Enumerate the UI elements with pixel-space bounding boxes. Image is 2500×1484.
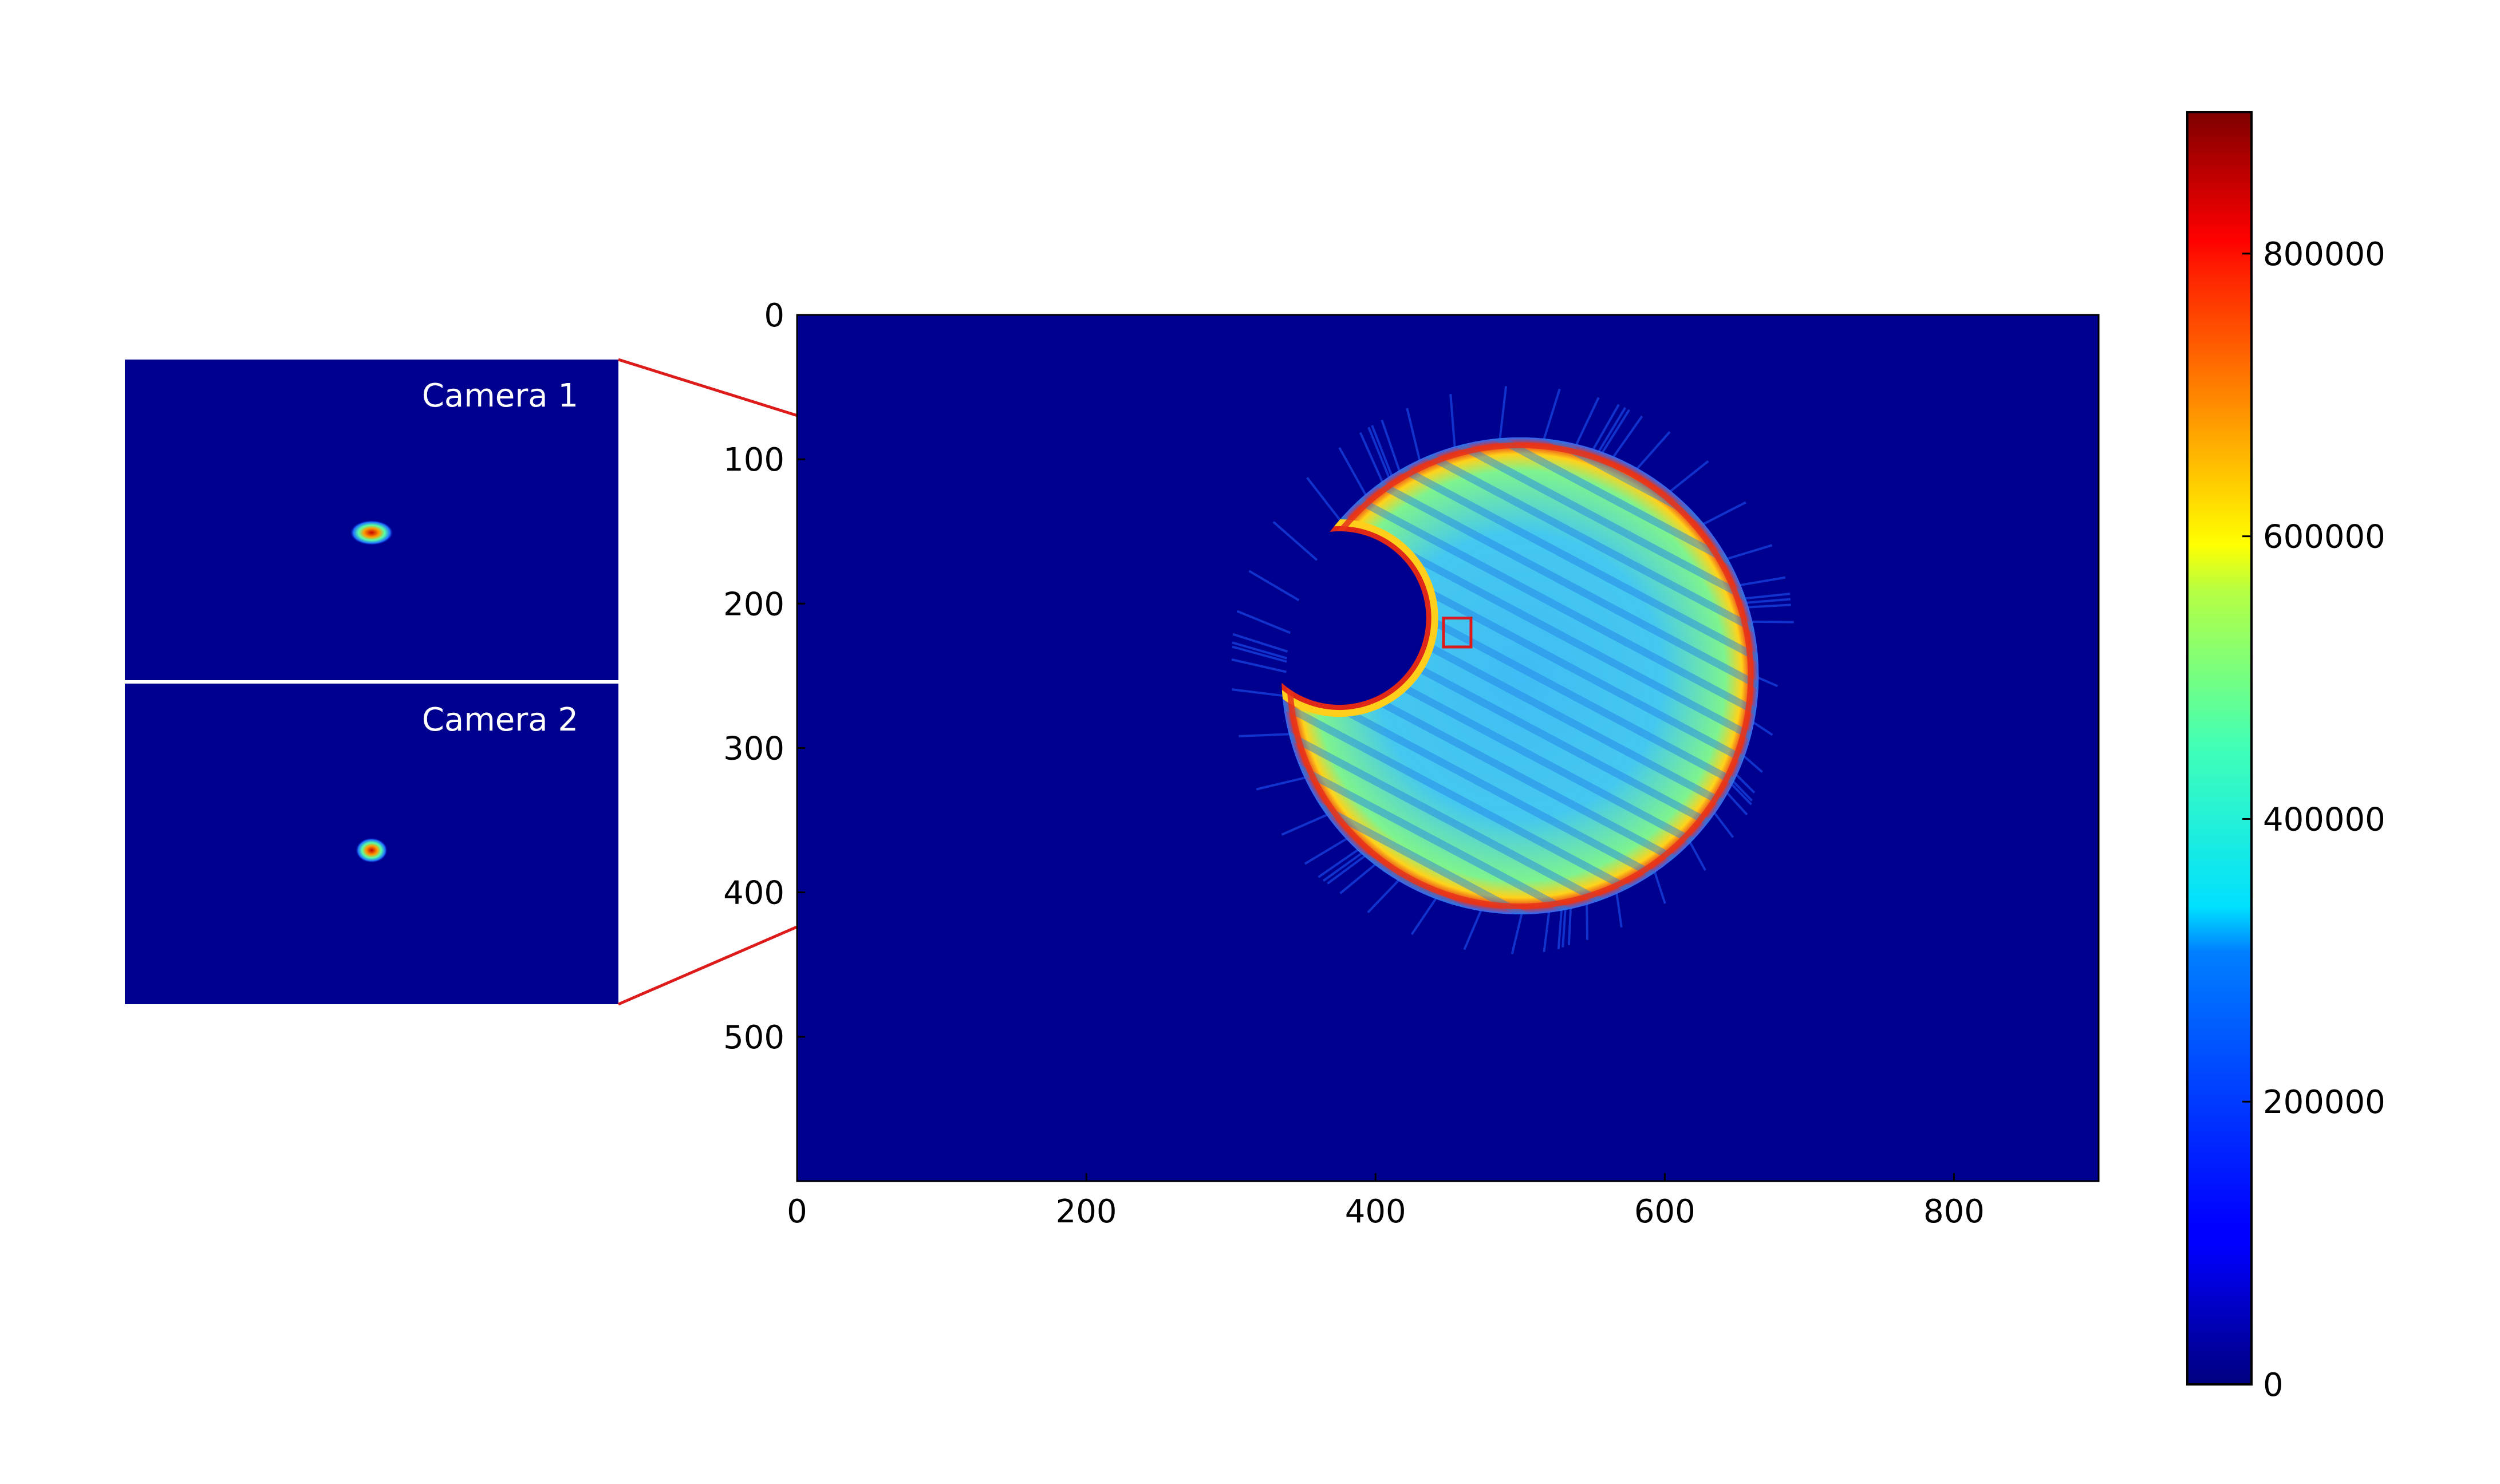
colorbar-tick-label: 0 xyxy=(2263,1367,2284,1404)
colorbar-tick-label: 600000 xyxy=(2263,519,2385,556)
filament xyxy=(1239,732,1294,737)
filament xyxy=(1367,877,1403,914)
colorbar-gradient xyxy=(2186,111,2253,1386)
camera-label: Camera 1 xyxy=(422,377,578,415)
colorbar-tick-label: 400000 xyxy=(2263,801,2385,838)
filament xyxy=(1687,838,1706,871)
outer-rim xyxy=(1287,442,1754,910)
filament xyxy=(1327,852,1369,885)
disk xyxy=(1240,437,1759,915)
x-tick-label: 800 xyxy=(1923,1193,1985,1230)
filament xyxy=(1306,477,1344,524)
x-tick-label: 400 xyxy=(1345,1193,1406,1230)
filament xyxy=(1723,789,1748,816)
filament xyxy=(1652,867,1666,904)
inset-panel: Camera 1 xyxy=(125,360,618,680)
filament xyxy=(1359,432,1385,487)
notch-rim-outer xyxy=(1240,519,1438,717)
filament xyxy=(1666,460,1709,495)
filament xyxy=(1463,906,1484,950)
filament xyxy=(1543,907,1551,953)
colorbar-tick-label: 800000 xyxy=(2263,236,2385,273)
filament xyxy=(1318,846,1362,878)
filament xyxy=(1511,909,1524,954)
filament xyxy=(1541,388,1561,444)
filament xyxy=(1722,544,1773,562)
filament xyxy=(1699,501,1746,527)
filament xyxy=(1557,906,1563,950)
filament xyxy=(1281,812,1332,836)
x-tick-label: 200 xyxy=(1056,1193,1117,1230)
x-tick-label: 600 xyxy=(1634,1193,1695,1230)
filament xyxy=(1741,593,1791,601)
y-tick-label: 100 xyxy=(723,441,784,479)
inset-panel: Camera 2 xyxy=(125,684,618,1004)
beam-spot xyxy=(350,520,393,546)
filament xyxy=(1371,425,1394,480)
y-tick-label: 0 xyxy=(764,297,784,334)
inset-background xyxy=(125,360,618,680)
x-tick-label: 0 xyxy=(787,1193,807,1230)
camera-label: Camera 2 xyxy=(422,701,578,739)
y-axis: 0 100 200 300 400 500 xyxy=(723,297,805,1056)
colorbar: 0 200000 400000 600000 800000 xyxy=(2186,111,2385,1404)
filament xyxy=(1339,861,1379,894)
y-tick-label: 500 xyxy=(723,1019,784,1056)
x-axis: 0 200 400 600 800 xyxy=(787,1173,1985,1230)
filament xyxy=(1573,397,1600,449)
filament xyxy=(1736,576,1786,587)
filament xyxy=(1610,415,1643,461)
filament xyxy=(1256,775,1310,791)
filament xyxy=(1449,394,1457,452)
filament xyxy=(1338,447,1369,499)
colorbar-tick-label: 200000 xyxy=(2263,1084,2385,1121)
y-tick-label: 300 xyxy=(723,731,784,768)
y-tick-label: 400 xyxy=(723,875,784,912)
filament xyxy=(1232,633,1288,653)
filament xyxy=(1728,780,1752,806)
filament xyxy=(1410,894,1440,936)
disk-body xyxy=(1240,437,1759,915)
filament xyxy=(1322,850,1366,882)
filament xyxy=(1599,409,1630,457)
filament xyxy=(1406,408,1422,465)
disk-stripes xyxy=(1281,437,1759,915)
filament xyxy=(1633,431,1671,473)
filament xyxy=(1590,404,1620,454)
filament xyxy=(1498,386,1508,443)
filament xyxy=(1729,777,1753,802)
filament xyxy=(1615,889,1623,928)
filament xyxy=(1381,420,1402,475)
filament xyxy=(1742,598,1791,605)
filament xyxy=(1711,808,1734,838)
main-heatmap xyxy=(796,314,2100,1182)
filament xyxy=(1744,603,1791,609)
y-tick-label: 200 xyxy=(723,586,784,623)
filament xyxy=(1367,427,1392,482)
filament xyxy=(1595,406,1627,456)
inset-panels: Camera 1 Camera 2 xyxy=(125,360,618,1004)
filament xyxy=(1567,903,1572,945)
filament xyxy=(1232,641,1288,660)
filament xyxy=(1561,905,1567,948)
zoom-box xyxy=(1442,617,1473,649)
beam-spot xyxy=(356,838,388,863)
filament xyxy=(1304,835,1351,865)
